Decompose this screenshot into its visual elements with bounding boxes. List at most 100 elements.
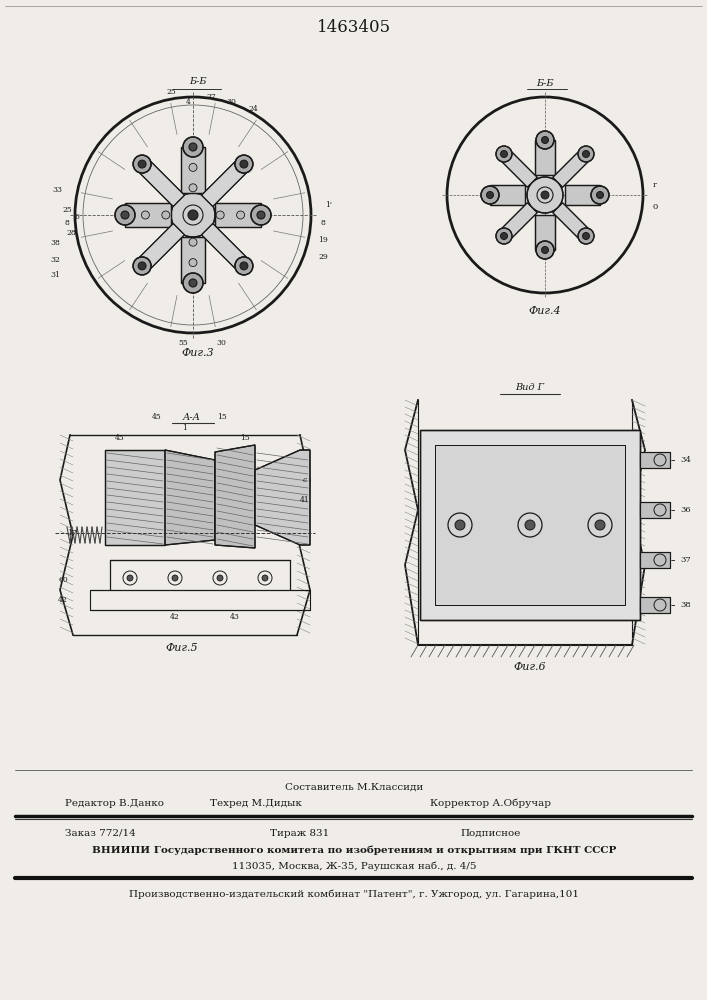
Text: 15: 15: [240, 434, 250, 442]
Text: Корректор А.Обручар: Корректор А.Обручар: [430, 798, 551, 808]
Circle shape: [189, 259, 197, 267]
Circle shape: [583, 233, 590, 240]
Text: 41: 41: [300, 496, 310, 504]
Text: Фиг.3: Фиг.3: [182, 348, 214, 358]
Circle shape: [536, 241, 554, 259]
Circle shape: [541, 191, 549, 199]
Circle shape: [217, 575, 223, 581]
Circle shape: [501, 150, 508, 157]
Polygon shape: [535, 215, 555, 250]
Bar: [640, 552, 670, 568]
Text: Б-Б: Б-Б: [189, 78, 206, 87]
Polygon shape: [499, 149, 537, 187]
Bar: [640, 502, 670, 518]
Text: 55: 55: [178, 339, 188, 347]
Bar: [640, 597, 670, 613]
Circle shape: [240, 262, 248, 270]
Polygon shape: [553, 149, 591, 187]
Text: Производственно-издательский комбинат "Патент", г. Ужгород, ул. Гагарина,101: Производственно-издательский комбинат "П…: [129, 889, 579, 899]
Text: Техред М.Дидык: Техред М.Дидык: [210, 798, 302, 808]
Polygon shape: [565, 185, 600, 205]
Bar: [420, 430, 640, 620]
Circle shape: [597, 192, 604, 198]
Text: 37: 37: [680, 556, 691, 564]
Bar: [435, 445, 625, 605]
Circle shape: [237, 211, 245, 219]
Circle shape: [172, 575, 178, 581]
Circle shape: [455, 520, 465, 530]
Circle shape: [189, 143, 197, 151]
Circle shape: [189, 184, 197, 192]
Circle shape: [189, 163, 197, 171]
Bar: [640, 552, 670, 568]
Circle shape: [525, 520, 535, 530]
Text: 8: 8: [64, 219, 69, 227]
Text: 45: 45: [152, 413, 162, 421]
Polygon shape: [215, 203, 261, 227]
Bar: [435, 445, 625, 605]
Text: 19: 19: [318, 236, 328, 244]
Polygon shape: [499, 203, 537, 241]
Circle shape: [188, 210, 198, 220]
Polygon shape: [136, 223, 185, 272]
Polygon shape: [553, 203, 591, 241]
Circle shape: [162, 211, 170, 219]
Text: 6: 6: [74, 213, 79, 221]
Text: 33: 33: [52, 186, 62, 194]
Circle shape: [542, 136, 549, 143]
Text: Фиг.5: Фиг.5: [165, 643, 198, 653]
Circle shape: [578, 146, 594, 162]
Circle shape: [481, 186, 499, 204]
Circle shape: [496, 228, 512, 244]
Text: 15: 15: [217, 413, 227, 421]
Text: 25: 25: [166, 88, 176, 96]
Polygon shape: [255, 450, 310, 545]
Circle shape: [486, 192, 493, 198]
Text: Тираж 831: Тираж 831: [270, 828, 329, 838]
Circle shape: [216, 211, 224, 219]
Text: 113035, Москва, Ж-35, Раушская наб., д. 4/5: 113035, Москва, Ж-35, Раушская наб., д. …: [232, 861, 477, 871]
Circle shape: [542, 246, 549, 253]
Polygon shape: [105, 450, 180, 545]
Circle shape: [262, 575, 268, 581]
Text: 38: 38: [680, 601, 691, 609]
Circle shape: [578, 228, 594, 244]
Text: 28: 28: [66, 229, 76, 237]
Text: Составитель М.Классиди: Составитель М.Классиди: [285, 782, 423, 792]
Circle shape: [595, 520, 605, 530]
Text: 60: 60: [58, 576, 68, 584]
Text: 42: 42: [170, 613, 180, 621]
Bar: [640, 452, 670, 468]
Bar: [640, 502, 670, 518]
Bar: [420, 430, 640, 620]
Circle shape: [527, 177, 563, 213]
Polygon shape: [165, 450, 215, 545]
Text: 8: 8: [320, 219, 325, 227]
Text: 24: 24: [248, 105, 258, 113]
Text: 30: 30: [216, 339, 226, 347]
Text: Подписное: Подписное: [460, 828, 520, 838]
Circle shape: [133, 257, 151, 275]
Text: Б-Б: Б-Б: [536, 79, 554, 88]
Text: 27: 27: [206, 93, 216, 101]
Polygon shape: [201, 158, 250, 207]
Circle shape: [141, 211, 149, 219]
Bar: [640, 452, 670, 468]
Circle shape: [133, 155, 151, 173]
Circle shape: [138, 160, 146, 168]
Text: 0: 0: [653, 203, 658, 211]
Circle shape: [183, 137, 203, 157]
Circle shape: [235, 155, 253, 173]
Polygon shape: [490, 185, 525, 205]
Polygon shape: [215, 445, 255, 548]
Circle shape: [591, 186, 609, 204]
Circle shape: [121, 211, 129, 219]
Text: 32: 32: [50, 256, 60, 264]
Polygon shape: [201, 223, 250, 272]
Text: 25: 25: [62, 206, 72, 214]
Text: 45: 45: [115, 434, 125, 442]
Text: 42: 42: [58, 596, 68, 604]
Circle shape: [189, 279, 197, 287]
Text: 1463405: 1463405: [317, 19, 391, 36]
Text: 1: 1: [182, 424, 187, 432]
